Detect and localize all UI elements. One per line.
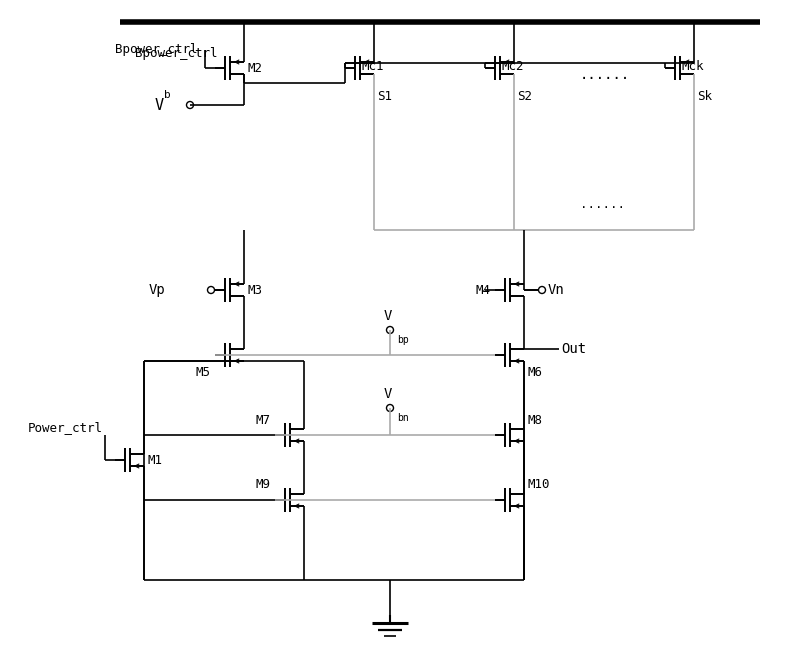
Text: ......: ...... — [580, 198, 625, 212]
Text: bp: bp — [397, 335, 409, 345]
Text: Bpower_ctrl: Bpower_ctrl — [135, 47, 218, 60]
Text: S1: S1 — [377, 90, 392, 102]
Text: Mck: Mck — [682, 60, 705, 73]
Text: M2: M2 — [248, 62, 263, 75]
Text: M6: M6 — [528, 367, 543, 379]
Text: Power_ctrl: Power_ctrl — [28, 422, 103, 434]
Text: M9: M9 — [255, 479, 270, 491]
Text: ......: ...... — [580, 68, 630, 82]
Text: V: V — [384, 309, 392, 323]
Text: M7: M7 — [255, 413, 270, 426]
Text: Mc1: Mc1 — [362, 60, 385, 73]
Text: bn: bn — [397, 413, 409, 423]
Text: M5: M5 — [195, 367, 210, 379]
Text: V: V — [155, 98, 164, 113]
Text: M10: M10 — [528, 479, 550, 491]
Text: Out: Out — [561, 342, 586, 356]
Text: M3: M3 — [248, 284, 263, 297]
Text: S2: S2 — [517, 90, 532, 102]
Text: Bpower_ctrl: Bpower_ctrl — [115, 43, 198, 56]
Text: M8: M8 — [528, 413, 543, 426]
Text: Sk: Sk — [697, 90, 712, 102]
Text: M4: M4 — [475, 284, 490, 297]
Text: Vp: Vp — [148, 283, 165, 297]
Text: Vn: Vn — [548, 283, 565, 297]
Text: M1: M1 — [148, 453, 163, 466]
Text: V: V — [384, 387, 392, 401]
Text: Mc2: Mc2 — [502, 60, 525, 73]
Text: b: b — [164, 90, 170, 100]
